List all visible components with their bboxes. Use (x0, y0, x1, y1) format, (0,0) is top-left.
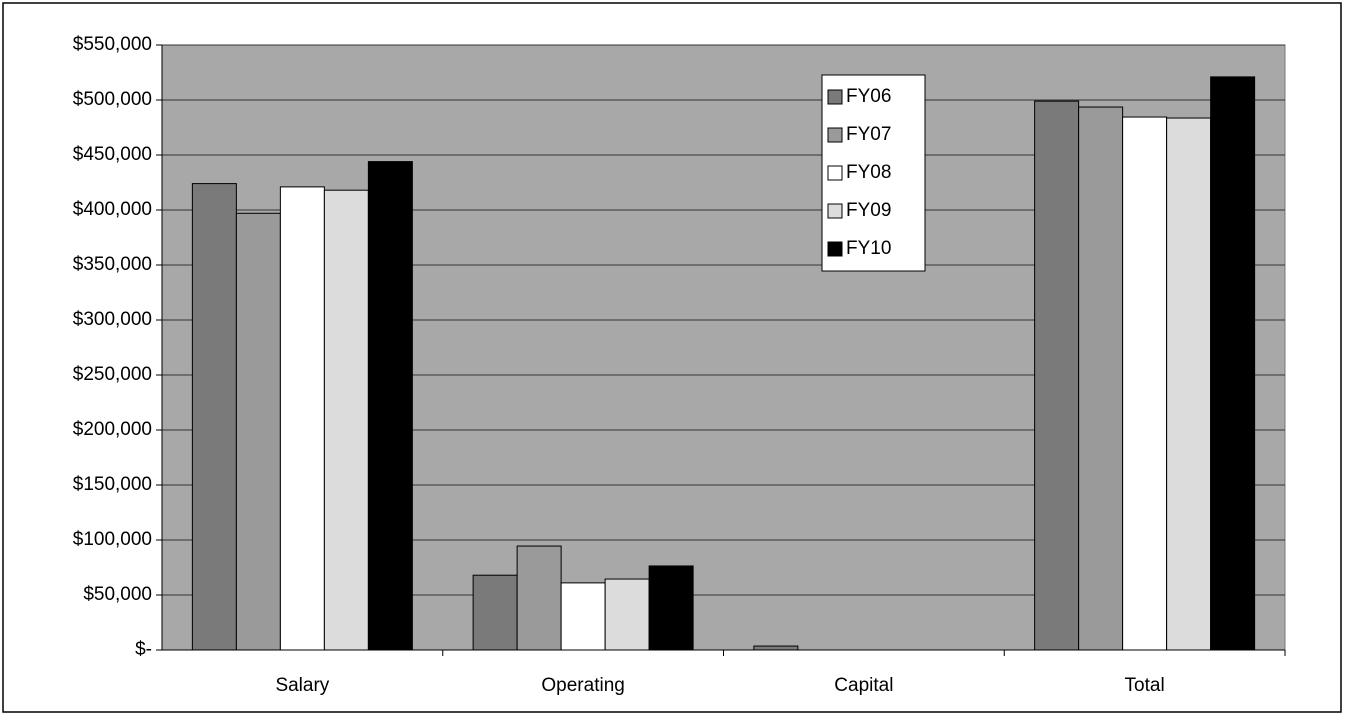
bar (472, 574, 518, 651)
legend-label: FY06 (846, 86, 891, 107)
bar (1210, 76, 1256, 651)
bar (560, 582, 606, 651)
legend-label: FY07 (846, 124, 891, 145)
y-tick-label: $150,000 (73, 474, 152, 495)
bar (753, 645, 799, 651)
bar (235, 212, 281, 651)
bar (367, 161, 413, 651)
y-tick-label: $450,000 (73, 144, 152, 165)
y-tick-label: $250,000 (73, 364, 152, 385)
y-tick-label: $350,000 (73, 254, 152, 275)
x-tick-label: Operating (541, 675, 624, 696)
legend-swatch (827, 165, 843, 181)
legend-swatch (827, 89, 843, 105)
bar (1078, 106, 1124, 651)
y-tick-label: $50,000 (83, 584, 152, 605)
legend-label: FY08 (846, 162, 891, 183)
x-tick-label: Capital (834, 675, 893, 696)
legend-swatch (827, 127, 843, 143)
bar (279, 186, 325, 651)
bar (191, 183, 237, 651)
bar (1122, 116, 1168, 651)
bar (516, 545, 562, 651)
y-tick-label: $550,000 (73, 34, 152, 55)
y-tick-label: $200,000 (73, 419, 152, 440)
legend-swatch (827, 241, 843, 257)
y-tick-label: $100,000 (73, 529, 152, 550)
legend-label: FY09 (846, 200, 891, 221)
legend-label: FY10 (846, 238, 891, 259)
bar (648, 565, 694, 651)
bar (323, 189, 369, 651)
y-tick-label: $400,000 (73, 199, 152, 220)
bar (1034, 100, 1080, 651)
x-tick-label: Salary (275, 675, 329, 696)
bar (1166, 117, 1212, 651)
y-tick-label: $300,000 (73, 309, 152, 330)
bar (604, 578, 650, 651)
y-tick-label: $- (135, 639, 152, 660)
legend-swatch (827, 203, 843, 219)
y-tick-label: $500,000 (73, 89, 152, 110)
x-tick-label: Total (1125, 675, 1165, 696)
